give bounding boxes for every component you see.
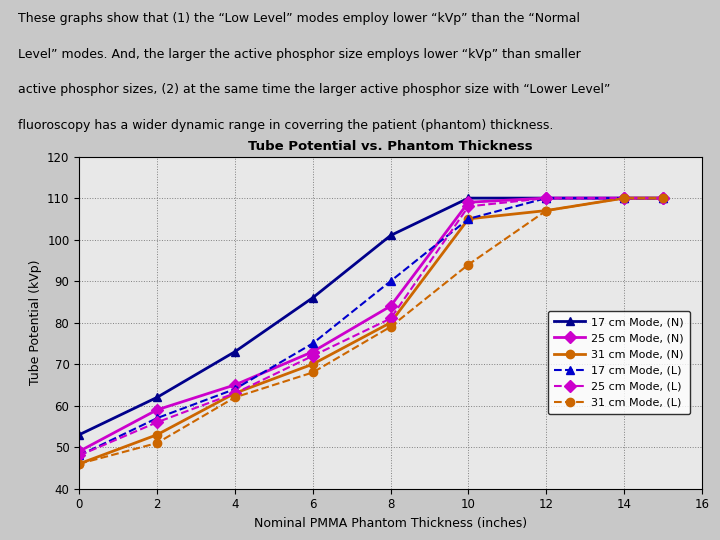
17 cm Mode, (L) <box>464 215 473 222</box>
Y-axis label: Tube Potential (kVp): Tube Potential (kVp) <box>29 260 42 386</box>
25 cm Mode, (L) <box>620 195 629 201</box>
17 cm Mode, (L) <box>542 195 551 201</box>
25 cm Mode, (L) <box>75 452 84 458</box>
25 cm Mode, (L) <box>659 195 667 201</box>
25 cm Mode, (L) <box>464 203 473 210</box>
31 cm Mode, (N) <box>620 195 629 201</box>
17 cm Mode, (L) <box>386 278 395 285</box>
25 cm Mode, (N) <box>620 195 629 201</box>
17 cm Mode, (N) <box>542 195 551 201</box>
31 cm Mode, (N) <box>153 431 161 438</box>
Text: Level” modes. And, the larger the active phosphor size employs lower “kVp” than : Level” modes. And, the larger the active… <box>18 48 580 60</box>
17 cm Mode, (N) <box>153 394 161 401</box>
31 cm Mode, (N) <box>386 319 395 326</box>
25 cm Mode, (L) <box>386 315 395 322</box>
31 cm Mode, (L) <box>659 195 667 201</box>
17 cm Mode, (N) <box>75 431 84 438</box>
31 cm Mode, (N) <box>230 390 239 396</box>
31 cm Mode, (L) <box>464 261 473 268</box>
31 cm Mode, (L) <box>75 461 84 467</box>
17 cm Mode, (N) <box>464 195 473 201</box>
Line: 31 cm Mode, (L): 31 cm Mode, (L) <box>75 194 667 468</box>
31 cm Mode, (L) <box>153 440 161 446</box>
31 cm Mode, (N) <box>75 461 84 467</box>
31 cm Mode, (L) <box>230 394 239 401</box>
Text: fluoroscopy has a wider dynamic range in coverring the patient (phantom) thickne: fluoroscopy has a wider dynamic range in… <box>18 119 553 132</box>
Line: 25 cm Mode, (L): 25 cm Mode, (L) <box>75 194 667 460</box>
17 cm Mode, (L) <box>620 195 629 201</box>
Text: These graphs show that (1) the “Low Level” modes employ lower “kVp” than the “No: These graphs show that (1) the “Low Leve… <box>18 12 580 25</box>
Line: 31 cm Mode, (N): 31 cm Mode, (N) <box>75 194 667 468</box>
17 cm Mode, (N) <box>386 232 395 239</box>
25 cm Mode, (N) <box>542 195 551 201</box>
17 cm Mode, (N) <box>620 195 629 201</box>
Text: active phosphor sizes, (2) at the same time the larger active phosphor size with: active phosphor sizes, (2) at the same t… <box>18 84 610 97</box>
25 cm Mode, (N) <box>153 407 161 413</box>
31 cm Mode, (L) <box>620 195 629 201</box>
25 cm Mode, (L) <box>308 353 317 359</box>
25 cm Mode, (L) <box>230 390 239 396</box>
X-axis label: Nominal PMMA Phantom Thickness (inches): Nominal PMMA Phantom Thickness (inches) <box>254 517 527 530</box>
25 cm Mode, (L) <box>542 195 551 201</box>
25 cm Mode, (N) <box>230 382 239 388</box>
25 cm Mode, (N) <box>75 448 84 455</box>
31 cm Mode, (N) <box>542 207 551 214</box>
Line: 25 cm Mode, (N): 25 cm Mode, (N) <box>75 194 667 456</box>
17 cm Mode, (L) <box>308 340 317 347</box>
17 cm Mode, (L) <box>230 386 239 392</box>
25 cm Mode, (N) <box>386 303 395 309</box>
31 cm Mode, (L) <box>542 207 551 214</box>
17 cm Mode, (N) <box>230 348 239 355</box>
31 cm Mode, (L) <box>386 323 395 330</box>
Line: 17 cm Mode, (N): 17 cm Mode, (N) <box>75 194 667 439</box>
31 cm Mode, (L) <box>308 369 317 376</box>
17 cm Mode, (L) <box>153 415 161 421</box>
25 cm Mode, (L) <box>153 419 161 426</box>
17 cm Mode, (L) <box>75 452 84 458</box>
31 cm Mode, (N) <box>659 195 667 201</box>
31 cm Mode, (N) <box>464 215 473 222</box>
17 cm Mode, (N) <box>308 294 317 301</box>
31 cm Mode, (N) <box>308 361 317 367</box>
17 cm Mode, (N) <box>659 195 667 201</box>
25 cm Mode, (N) <box>308 348 317 355</box>
25 cm Mode, (N) <box>659 195 667 201</box>
Line: 17 cm Mode, (L): 17 cm Mode, (L) <box>75 194 667 460</box>
Legend: 17 cm Mode, (N), 25 cm Mode, (N), 31 cm Mode, (N), 17 cm Mode, (L), 25 cm Mode, : 17 cm Mode, (N), 25 cm Mode, (N), 31 cm … <box>548 310 690 414</box>
Title: Tube Potential vs. Phantom Thickness: Tube Potential vs. Phantom Thickness <box>248 140 533 153</box>
25 cm Mode, (N) <box>464 199 473 206</box>
17 cm Mode, (L) <box>659 195 667 201</box>
